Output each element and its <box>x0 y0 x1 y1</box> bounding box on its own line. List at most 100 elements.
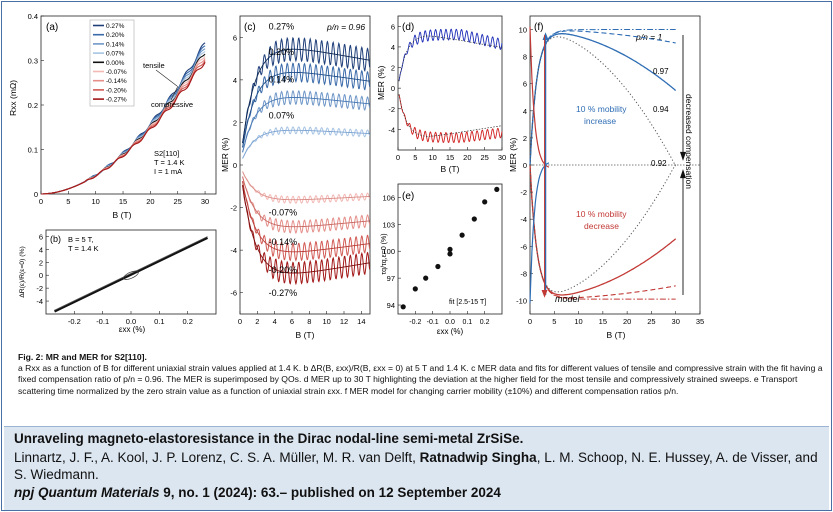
panel-a-yticks: 0.4 0.3 0.2 0.1 0 <box>28 12 44 199</box>
panel-c-strain-label: -0.07% <box>269 207 298 217</box>
panel-a-tensile-arrow <box>155 69 178 87</box>
panel-e-letter: (e) <box>402 191 414 202</box>
panel-c-strain-label: 0.27% <box>269 21 295 31</box>
panel-f-ytick-label: 0 <box>523 161 527 170</box>
panel-c-ytick-label: -2 <box>230 204 237 213</box>
panel-c-fit-curve <box>242 129 370 159</box>
highlight-author: Ratnadwip Singha <box>419 450 537 465</box>
panel-f-xtick-label: 0 <box>528 317 532 326</box>
panel-c-ytick-label: -6 <box>230 289 237 298</box>
panel-c-ratio: p/n = 0.96 <box>326 22 365 32</box>
panel-a-legend-label: 0.07% <box>106 51 125 58</box>
panel-c-strain-label: -0.27% <box>269 288 298 298</box>
panel-c-data-curve <box>242 185 371 286</box>
panel-f-xtick-label: 15 <box>599 317 607 326</box>
panel-f-xlabel: B (T) <box>607 330 626 340</box>
panel-e-xlabel: εxx (%) <box>437 327 464 336</box>
panel-c-fit-curve <box>242 171 370 201</box>
panel-d-letter: (d) <box>402 22 414 33</box>
panel-a-xtick-label: 20 <box>146 197 154 206</box>
panel-a-legend-label: -0.20% <box>106 87 127 94</box>
panel-a: (a) Rxx (mΩ) B (T) 0.4 0.3 0.2 0.1 0 0 5 10 15 2… <box>8 12 217 220</box>
panel-c-letter: (c) <box>244 22 256 33</box>
panel-c-xlabel: B (T) <box>296 330 315 340</box>
panel-a-temp: T = 1.4 K <box>154 158 185 167</box>
panel-e-xtick-label: -0.1 <box>427 319 439 326</box>
panel-c-ytick-label: -4 <box>230 246 237 255</box>
panel-c-fit-curve <box>242 48 370 144</box>
panel-f-ytick-label: -4 <box>520 215 527 224</box>
panel-a-compressive-label: compressive <box>151 100 193 109</box>
panel-b-line-shadow <box>54 236 208 311</box>
panel-c-xticks: 0 2 4 6 8 10 12 14 <box>238 311 366 326</box>
panel-d-xticks: 0 5 10 15 20 25 30 <box>396 147 506 162</box>
panel-b-ylabel: ΔR(ε)/R(ε=0) (%) <box>19 246 26 298</box>
panel-f-xtick-label: 20 <box>623 317 631 326</box>
panel-d-xtick-label: 10 <box>428 153 436 162</box>
panel-e-xtick-label: -0.2 <box>409 319 421 326</box>
panel-c-ytick-label: 0 <box>233 161 237 170</box>
panel-e: (e) τq/τq,ε=0 (%) εxx (%) fit [2.5-15 T]… <box>381 183 503 336</box>
panel-c-ytick-label: 4 <box>233 76 237 85</box>
panel-e-point <box>447 246 453 252</box>
panel-a-legend-label: 0.00% <box>106 60 125 67</box>
panel-c-data-curve <box>242 90 371 153</box>
panel-f-xtick-label: 10 <box>574 317 582 326</box>
panel-c-data-curve <box>242 36 371 144</box>
panel-c-xtick-label: 0 <box>238 317 242 326</box>
panel-f-model-label: model <box>555 294 581 304</box>
paper-title: Unraveling magneto-elastoresistance in t… <box>14 431 524 446</box>
panel-a-letter: (a) <box>46 22 58 33</box>
authors-after: , L. M. Schoop, N. E. Hussey, A. de Viss… <box>14 450 818 482</box>
panel-d-xlabel: B (T) <box>441 164 460 174</box>
panel-f-increase-line1: 10 % mobility <box>576 104 627 114</box>
panel-a-current: I = 1 mA <box>154 167 182 176</box>
panel-f-xtick-label: 30 <box>672 317 680 326</box>
panel-c-xtick-label: 10 <box>322 317 330 326</box>
panel-e-point <box>400 304 406 310</box>
panel-a-xtick-label: 15 <box>119 197 127 206</box>
panel-b-cond2: T = 1.4 K <box>68 244 99 253</box>
panel-e-ytick-label: 103 <box>382 220 395 229</box>
panel-d-data-curve <box>398 94 503 144</box>
panel-a-ylabel: Rxx (mΩ) <box>8 80 18 116</box>
panel-e-point <box>435 263 441 270</box>
panel-c-xtick-label: 8 <box>307 317 311 326</box>
panel-d-yticks: -4 -2 0 2 4 6 <box>388 22 401 134</box>
panel-b-ytick-label: -2 <box>36 284 43 293</box>
panel-f-label-097: 0.97 <box>653 67 669 76</box>
panel-f-xtick-label: 5 <box>552 317 556 326</box>
panel-b-line <box>53 236 209 313</box>
panel-d-ytick-label: -4 <box>388 125 395 134</box>
panel-a-curve <box>41 62 206 195</box>
panel-a-ytick-label: 0.4 <box>28 12 38 21</box>
panel-f-increase-line2: increase <box>584 116 616 126</box>
panel-b-xtick-label: 0.0 <box>126 317 136 326</box>
panel-f-decrease-line1: 10 % mobility <box>576 209 627 219</box>
panel-a-ytick-label: 0 <box>34 190 38 199</box>
panel-c-fit-curve <box>242 176 370 228</box>
panel-a-legend-label: -0.27% <box>106 97 127 104</box>
panel-d-curves <box>398 28 503 144</box>
panel-b-ytick-label: -4 <box>36 297 43 306</box>
panel-c-strain-label: -0.20% <box>269 265 298 275</box>
panel-b-letter: (b) <box>50 234 61 244</box>
panel-a-sample: S2[110] <box>154 149 179 158</box>
panel-f-ytick-label: 4 <box>523 107 527 116</box>
journal-ref: npj Quantum Materials 9, no. 1 (2024): 6… <box>14 485 501 500</box>
panel-a-legend-label: 0.14% <box>106 41 125 48</box>
caption-title: Fig. 2: MR and MER for S2[110]. <box>18 352 147 362</box>
panel-b-xtick-label: -0.2 <box>68 317 81 326</box>
panel-f-decrease-line2: decrease <box>584 221 619 231</box>
panel-f-model-curve <box>529 33 677 166</box>
journal-details: 9, no. 1 (2024): 63.– published on 12 Se… <box>159 485 501 500</box>
panel-b-data <box>53 236 209 313</box>
panel-e-point <box>423 275 429 281</box>
panel-d-data-curve <box>398 28 503 82</box>
panel-b-yticks: -4 -2 0 2 4 6 <box>36 232 49 306</box>
panel-c-fit-curve <box>242 71 370 148</box>
panel-f-xtick-label: 25 <box>647 317 655 326</box>
panel-d-fit-curve <box>398 94 502 137</box>
panel-d-xtick-label: 20 <box>463 153 471 162</box>
